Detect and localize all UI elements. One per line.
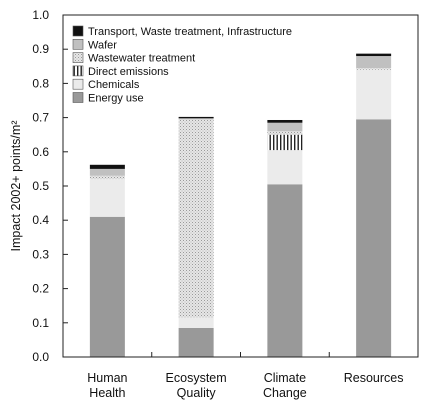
legend-swatch-wastewater-treatment bbox=[72, 52, 84, 63]
y-tick-label: 0.0 bbox=[32, 350, 49, 364]
legend-label-direct-emissions: Direct emissions bbox=[88, 66, 169, 78]
bar-segment-climate-change-energy-use bbox=[267, 184, 303, 357]
bar-segment-climate-change-direct-emissions bbox=[267, 134, 303, 151]
legend: Transport, Waste treatment, Infrastructu… bbox=[72, 25, 292, 105]
legend-swatch-energy-use bbox=[72, 92, 84, 103]
x-tick-label: Human bbox=[87, 371, 127, 385]
y-axis-title: Impact 2002+ points/m² bbox=[9, 121, 23, 252]
x-tick-label: Resources bbox=[344, 371, 404, 385]
y-tick-label: 0.9 bbox=[32, 42, 49, 56]
bar-segment-climate-change-chemicals bbox=[267, 150, 303, 185]
legend-swatch-transport-waste-treatment-infrastructure bbox=[72, 25, 84, 37]
bar-segment-ecosystem-quality-transport-waste-treatment-infrastructure bbox=[178, 116, 214, 119]
bars-layer bbox=[89, 53, 392, 357]
y-tick-label: 0.2 bbox=[32, 282, 49, 296]
bar-segment-human-health-wastewater-treatment bbox=[89, 175, 125, 180]
bar-segment-ecosystem-quality-wastewater-treatment bbox=[178, 119, 214, 318]
x-tick-label: Health bbox=[89, 386, 125, 400]
bar-segment-resources-energy-use bbox=[356, 119, 392, 357]
y-tick-label: 1.0 bbox=[32, 8, 49, 22]
bar-segment-human-health-chemicals bbox=[89, 179, 125, 217]
bar-segment-ecosystem-quality-wafer bbox=[178, 118, 214, 120]
bar-segment-human-health-energy-use bbox=[89, 216, 125, 357]
legend-label-wafer: Wafer bbox=[88, 39, 117, 51]
bar-segment-resources-wafer bbox=[356, 56, 392, 69]
y-tick-label: 0.5 bbox=[32, 179, 49, 193]
legend-label-transport-waste-treatment-infrastructure: Transport, Waste treatment, Infrastructu… bbox=[88, 26, 292, 38]
bar-segment-ecosystem-quality-chemicals bbox=[178, 317, 214, 328]
bar-segment-climate-change-wastewater-treatment bbox=[267, 131, 303, 135]
x-tick-label: Climate bbox=[264, 371, 306, 385]
axes-layer: 0.0 0.1 0.2 0.3 0.4 0.5 0.6 0.7 0.8 0.9 1.0 HumanHe… bbox=[32, 8, 419, 400]
legend-swatch-direct-emissions bbox=[72, 65, 84, 77]
bar-segment-human-health-transport-waste-treatment-infrastructure bbox=[89, 164, 125, 169]
y-tick-label: 0.1 bbox=[32, 316, 49, 330]
bar-segment-resources-transport-waste-treatment-infrastructure bbox=[356, 53, 392, 57]
y-tick-label: 0.7 bbox=[32, 111, 49, 125]
x-tick-label: Change bbox=[263, 386, 307, 400]
y-tick-label: 0.3 bbox=[32, 247, 49, 261]
y-tick-label: 0.4 bbox=[32, 213, 49, 227]
bar-segment-resources-chemicals bbox=[356, 69, 392, 120]
x-tick-label: Quality bbox=[177, 386, 217, 400]
legend-swatch-chemicals bbox=[72, 78, 84, 90]
bar-segment-human-health-wafer bbox=[89, 168, 125, 176]
legend-label-chemicals: Chemicals bbox=[88, 79, 140, 91]
x-tick-label: Ecosystem bbox=[166, 371, 227, 385]
legend-label-wastewater-treatment: Wastewater treatment bbox=[88, 53, 195, 65]
y-tick-label: 0.8 bbox=[32, 76, 49, 90]
bar-segment-resources-wastewater-treatment bbox=[356, 68, 392, 70]
bar-segment-climate-change-wafer bbox=[267, 122, 303, 132]
y-tick-label: 0.6 bbox=[32, 145, 49, 159]
legend-swatch-wafer bbox=[72, 38, 84, 50]
bar-segment-climate-change-transport-waste-treatment-infrastructure bbox=[267, 119, 303, 123]
legend-label-energy-use: Energy use bbox=[88, 93, 144, 105]
bar-segment-ecosystem-quality-energy-use bbox=[178, 327, 214, 357]
